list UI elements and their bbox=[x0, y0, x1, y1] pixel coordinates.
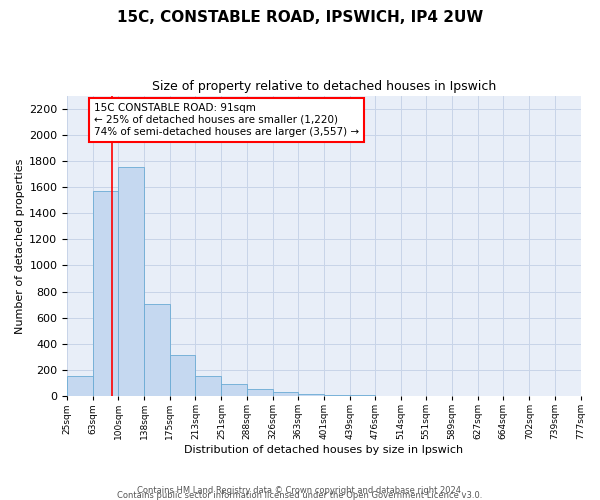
Text: 15C, CONSTABLE ROAD, IPSWICH, IP4 2UW: 15C, CONSTABLE ROAD, IPSWICH, IP4 2UW bbox=[117, 10, 483, 25]
Bar bbox=[118, 166, 144, 396]
Bar bbox=[170, 355, 196, 396]
Bar bbox=[324, 394, 350, 396]
Y-axis label: Number of detached properties: Number of detached properties bbox=[15, 158, 25, 334]
Bar bbox=[272, 392, 298, 396]
Bar bbox=[247, 389, 272, 396]
Bar bbox=[67, 376, 93, 396]
Title: Size of property relative to detached houses in Ipswich: Size of property relative to detached ho… bbox=[152, 80, 496, 93]
Text: 15C CONSTABLE ROAD: 91sqm
← 25% of detached houses are smaller (1,220)
74% of se: 15C CONSTABLE ROAD: 91sqm ← 25% of detac… bbox=[94, 104, 359, 136]
Bar bbox=[196, 376, 221, 396]
Bar bbox=[221, 384, 247, 396]
Text: Contains HM Land Registry data © Crown copyright and database right 2024.: Contains HM Land Registry data © Crown c… bbox=[137, 486, 463, 495]
Text: Contains public sector information licensed under the Open Government Licence v3: Contains public sector information licen… bbox=[118, 491, 482, 500]
Bar bbox=[144, 304, 170, 396]
Bar bbox=[93, 191, 118, 396]
X-axis label: Distribution of detached houses by size in Ipswich: Distribution of detached houses by size … bbox=[184, 445, 463, 455]
Bar bbox=[350, 394, 375, 396]
Bar bbox=[298, 394, 324, 396]
